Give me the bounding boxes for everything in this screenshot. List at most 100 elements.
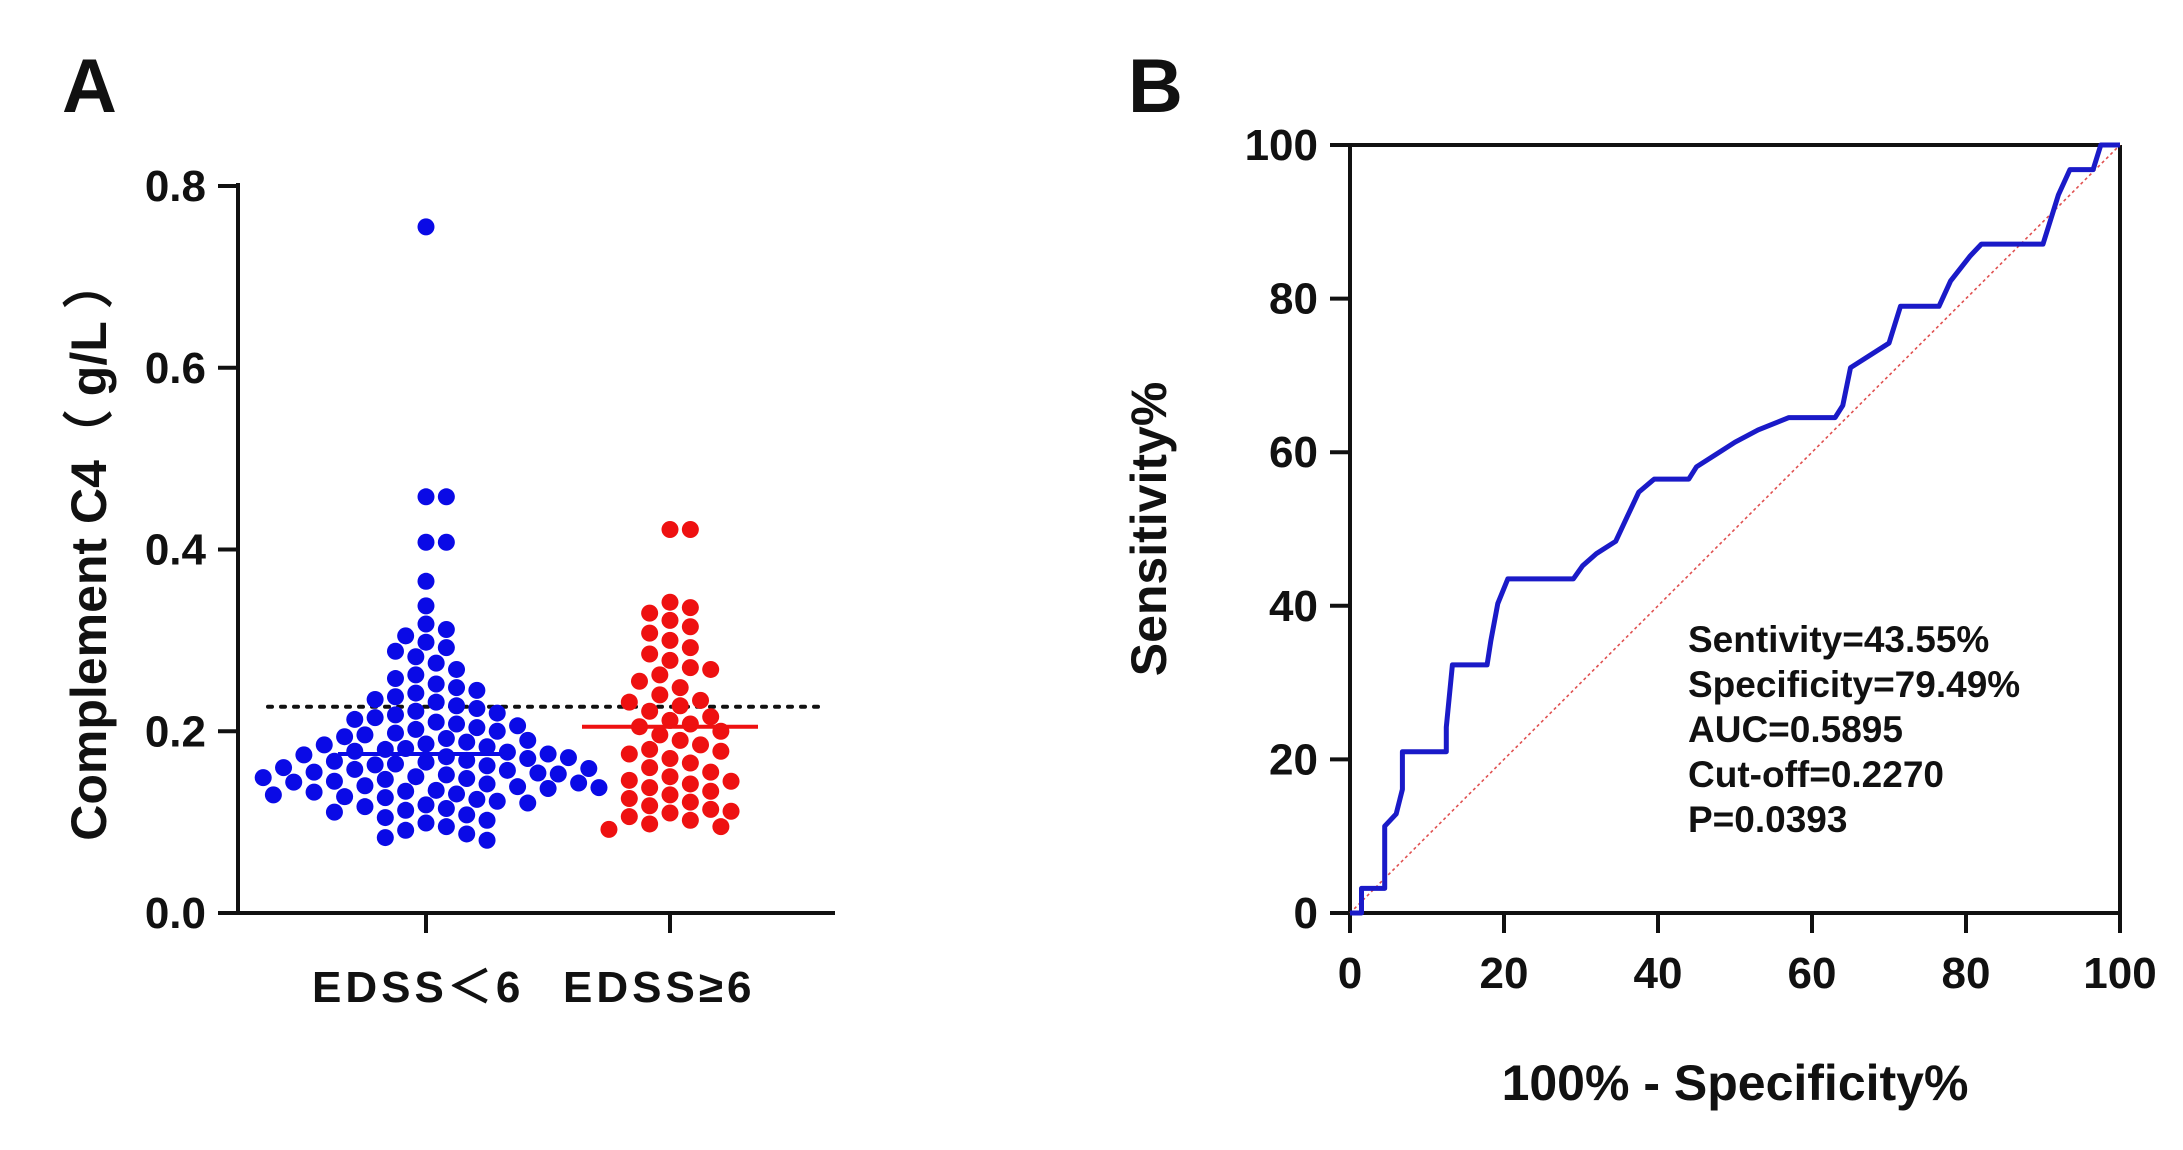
data-point <box>386 724 404 742</box>
x-tick-label: 100 <box>2083 949 2156 998</box>
data-point <box>620 771 638 789</box>
roc-annotation-text: Sentivity=43.55% <box>1688 619 1989 660</box>
data-point <box>325 803 343 821</box>
data-point <box>254 769 272 787</box>
data-point <box>539 780 557 798</box>
data-point <box>681 618 699 636</box>
roc-annotation-text: AUC=0.5895 <box>1688 709 1903 750</box>
data-point <box>458 733 476 751</box>
data-point <box>346 760 364 778</box>
data-point <box>478 831 496 849</box>
data-point <box>397 627 415 645</box>
data-point <box>529 764 547 782</box>
data-point <box>488 792 506 810</box>
data-point <box>386 642 404 660</box>
data-point <box>356 777 374 795</box>
data-point <box>458 770 476 788</box>
data-point <box>509 778 527 796</box>
data-point <box>509 717 527 735</box>
data-point <box>417 533 435 551</box>
data-point <box>559 749 577 767</box>
data-point <box>458 806 476 824</box>
data-point <box>661 631 679 649</box>
data-point <box>702 800 720 818</box>
data-point <box>417 572 435 590</box>
y-tick-label: 0.4 <box>145 526 207 575</box>
data-point <box>661 768 679 786</box>
data-point <box>264 786 282 804</box>
data-point <box>366 756 384 774</box>
data-point <box>641 740 659 758</box>
y-tick-label: 0 <box>1294 889 1318 938</box>
y-tick-label: 0.0 <box>145 889 206 938</box>
data-point <box>275 759 293 777</box>
x-tick-label: EDSS＜6 <box>312 963 524 1012</box>
data-point <box>468 719 486 737</box>
data-point <box>468 790 486 808</box>
data-point <box>427 654 445 672</box>
data-point <box>570 774 588 792</box>
data-point <box>712 818 730 836</box>
data-point <box>641 624 659 642</box>
data-point <box>386 755 404 773</box>
x-axis-title: 100% - Specificity% <box>1502 1055 1969 1111</box>
roc-annotation-text: P=0.0393 <box>1688 799 1847 840</box>
data-point <box>519 794 537 812</box>
data-point <box>437 818 455 836</box>
data-point <box>336 728 354 746</box>
data-point <box>356 726 374 744</box>
y-tick-label: 60 <box>1269 428 1318 477</box>
data-point <box>437 730 455 748</box>
data-point <box>325 752 343 770</box>
data-point <box>417 488 435 506</box>
data-point <box>448 785 466 803</box>
data-point <box>478 738 496 756</box>
data-point <box>661 611 679 629</box>
data-point <box>325 772 343 790</box>
data-point <box>600 820 618 838</box>
data-point <box>458 751 476 769</box>
data-point <box>386 706 404 724</box>
data-point <box>692 736 710 754</box>
data-point <box>397 782 415 800</box>
data-point <box>702 763 720 781</box>
data-point <box>702 660 720 678</box>
data-point <box>437 639 455 657</box>
data-point <box>620 808 638 826</box>
data-point <box>407 666 425 684</box>
data-point <box>417 753 435 771</box>
data-point <box>386 688 404 706</box>
data-point <box>448 679 466 697</box>
data-point <box>630 672 648 690</box>
x-tick-label: 60 <box>1788 949 1837 998</box>
panel-b-roc-curve: 0 20 40 60 80 100 0 20 40 60 80 100 100% - Specifici… <box>1121 121 2157 1111</box>
data-point <box>681 754 699 772</box>
data-point <box>712 742 730 760</box>
data-point <box>539 745 557 763</box>
y-tick-label: 100 <box>1245 121 1318 170</box>
y-tick-label: 20 <box>1269 735 1318 784</box>
data-point <box>692 691 710 709</box>
x-tick-label: EDSS≥6 <box>563 963 755 1012</box>
data-point <box>498 761 516 779</box>
data-point <box>681 715 699 733</box>
data-point <box>437 748 455 766</box>
panel-label-a: A <box>62 44 117 129</box>
data-point <box>681 811 699 829</box>
data-point <box>702 708 720 726</box>
data-point <box>590 779 608 797</box>
data-point <box>671 679 689 697</box>
x-tick-label: 80 <box>1942 949 1991 998</box>
data-point <box>437 488 455 506</box>
data-point <box>386 670 404 688</box>
y-tick-label: 0.2 <box>145 707 206 756</box>
data-point <box>407 648 425 666</box>
data-point <box>620 745 638 763</box>
data-point <box>519 750 537 768</box>
data-point <box>681 775 699 793</box>
data-point <box>620 789 638 807</box>
y-tick-label: 40 <box>1269 582 1318 631</box>
data-point <box>661 651 679 669</box>
data-point <box>417 814 435 832</box>
